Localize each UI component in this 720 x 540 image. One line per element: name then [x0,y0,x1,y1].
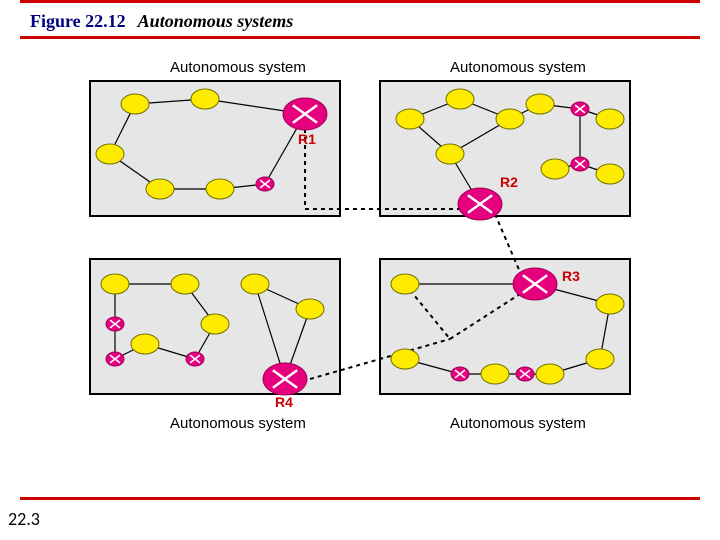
svg-text:R3: R3 [562,268,580,284]
bottom-rule [20,497,700,500]
figure-label: Figure 22.12 [30,11,126,31]
as-label: Autonomous system [170,59,306,76]
as-label: Autonomous system [170,415,306,432]
diagram: R1 R2 R3 R4 Autonomous system Autonomous sys… [80,59,640,429]
figure-title: Autonomous systems [138,11,294,31]
svg-text:R1: R1 [298,131,316,147]
figure-header: Figure 22.12 Autonomous systems [0,3,720,36]
mid-rule [20,36,700,39]
page-number: 22.3 [8,508,40,530]
as-label: Autonomous system [450,59,586,76]
svg-text:R4: R4 [275,394,293,410]
diagram-svg: R1 R2 R3 R4 [80,59,640,429]
svg-text:R2: R2 [500,174,518,190]
as-label: Autonomous system [450,415,586,432]
